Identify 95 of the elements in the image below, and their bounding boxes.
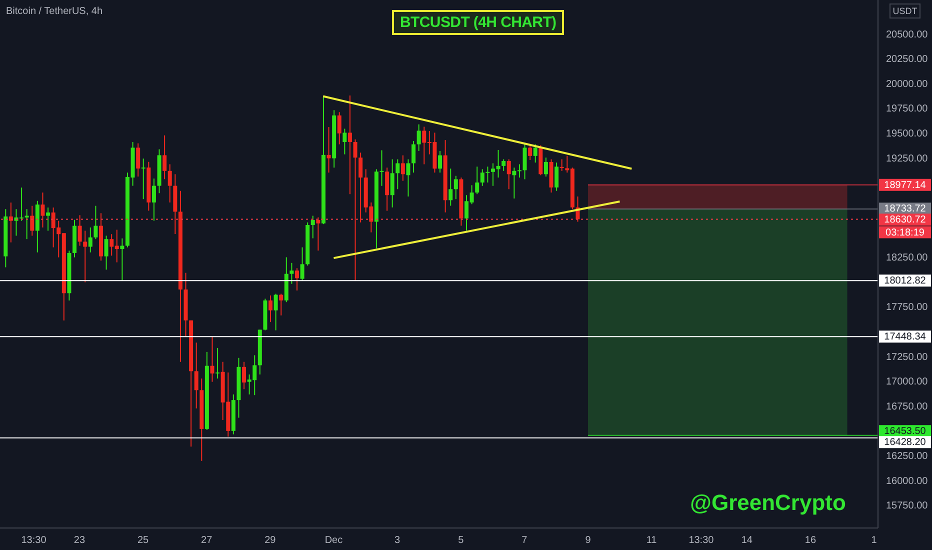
- candlestick: [326, 126, 331, 174]
- candlestick: [30, 205, 34, 236]
- candlestick: [83, 230, 88, 283]
- y-tick-label: 19750.00: [886, 104, 928, 115]
- x-tick-label: 23: [74, 535, 86, 546]
- candlestick: [337, 112, 342, 145]
- x-tick-label: 29: [264, 535, 276, 546]
- y-tick-label: 20250.00: [886, 54, 928, 66]
- candlestick: [290, 262, 294, 284]
- candlestick: [533, 144, 538, 164]
- x-tick-label: Dec: [324, 535, 343, 546]
- ref-line-label: 16453.50: [884, 426, 926, 438]
- y-tick-label: 17250.00: [886, 352, 928, 363]
- y-tick-label: 19250.00: [886, 153, 928, 164]
- ref-line-label: 18733.72: [884, 204, 926, 215]
- x-tick-label: 25: [137, 535, 150, 546]
- candlestick: [416, 124, 421, 152]
- candlestick: [8, 202, 13, 243]
- text: 03:18:19: [886, 227, 925, 238]
- candlestick: [40, 192, 45, 228]
- y-tick-label: 16750.00: [886, 401, 928, 412]
- candlestick: [506, 158, 511, 190]
- candlestick: [294, 268, 299, 291]
- ref-line-label: 18012.82: [884, 276, 926, 287]
- candlestick: [448, 168, 453, 206]
- y-tick-label: 19500.00: [886, 128, 928, 140]
- y-tick-label: 16250.00: [886, 451, 928, 462]
- candlestick: [544, 157, 548, 178]
- candlestick: [274, 293, 278, 331]
- x-tick-label: 16: [804, 535, 816, 546]
- y-tick-label: 20500.00: [886, 29, 928, 40]
- x-tick-label: 27: [201, 535, 213, 546]
- candlestick: [406, 158, 410, 198]
- candlestick: [554, 162, 559, 192]
- candlestick: [78, 214, 82, 246]
- candlestick: [475, 166, 480, 195]
- y-tick-label: 18250.00: [886, 252, 928, 264]
- candlestick: [104, 235, 108, 270]
- candlestick: [152, 178, 156, 222]
- candlestick: [88, 226, 92, 253]
- candlestick: [120, 238, 124, 282]
- candlestick: [400, 154, 405, 182]
- candlestick: [300, 246, 304, 281]
- y-tick-label: 17000.00: [886, 376, 928, 388]
- candlestick: [358, 152, 363, 223]
- candlestick: [517, 164, 522, 178]
- candlestick: [194, 342, 198, 409]
- candlestick: [316, 216, 320, 252]
- candlestick: [502, 158, 506, 172]
- candlestick: [512, 167, 516, 199]
- x-tick-label: 3: [394, 535, 401, 546]
- candlestick: [528, 144, 532, 160]
- x-tick-label: 5: [458, 535, 464, 546]
- candlestick: [560, 158, 564, 172]
- candlestick: [390, 158, 394, 208]
- text: BTCUSDT (4H CHART): [392, 10, 564, 35]
- x-tick-label: 13:30: [21, 535, 47, 546]
- candlestick: [162, 134, 167, 180]
- x-tick-label: 14: [741, 535, 753, 546]
- x-tick-label: 7: [522, 535, 528, 546]
- candlestick: [279, 293, 284, 316]
- candlestick: [168, 164, 172, 203]
- ref-line-label: 17448.34: [884, 332, 926, 343]
- text: Bitcoin / TetherUS, 4h: [6, 6, 103, 17]
- candlestick: [412, 140, 416, 174]
- candlestick: [94, 205, 98, 240]
- annotation: @GreenCrypto: [690, 490, 846, 516]
- candlestick: [454, 175, 458, 200]
- candlestick: [268, 294, 273, 323]
- candlestick: [348, 94, 352, 195]
- ref-line-label: 18977.14: [884, 180, 926, 191]
- candlestick: [396, 158, 400, 190]
- candlestick: [210, 336, 214, 382]
- ref-line-label: 18630.72: [884, 214, 926, 226]
- candlestick: [216, 347, 220, 380]
- y-axis-title: USDT: [892, 6, 918, 16]
- candlestick: [353, 138, 358, 282]
- candlestick: [310, 215, 315, 239]
- y-tick-label: 16000.00: [886, 476, 928, 487]
- x-tick-label: 13:30: [688, 535, 714, 546]
- y-tick-label: 20000.00: [886, 78, 928, 90]
- candlestick: [136, 142, 140, 178]
- candlestick: [342, 128, 347, 155]
- candlestick: [385, 167, 390, 212]
- y-tick-label: 15750.00: [886, 500, 928, 512]
- x-tick-label: 11: [646, 535, 658, 546]
- y-tick-label: 17750.00: [886, 302, 928, 314]
- candlestick: [522, 142, 527, 180]
- ref-line-label: 16428.20: [884, 437, 926, 448]
- candlestick: [438, 150, 442, 174]
- x-tick-label: 1: [871, 535, 878, 546]
- candlestick: [242, 361, 246, 390]
- candlestick: [141, 158, 146, 200]
- candlestick: [46, 207, 50, 232]
- x-tick-label: 9: [585, 535, 592, 546]
